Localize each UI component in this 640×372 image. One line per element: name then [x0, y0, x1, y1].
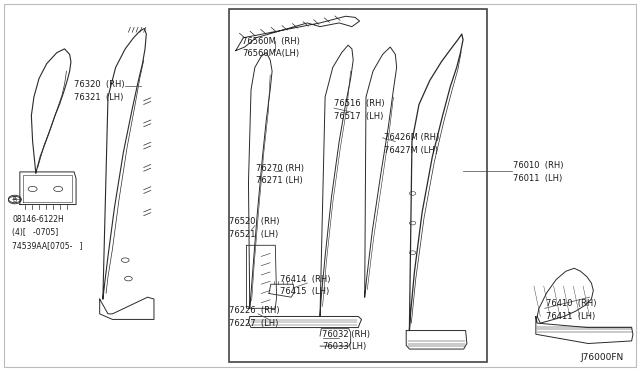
- Text: 76033(LH): 76033(LH): [322, 342, 366, 351]
- Text: 76414  (RH): 76414 (RH): [280, 275, 331, 284]
- Text: 76270 (RH): 76270 (RH): [256, 164, 304, 173]
- Text: 76226  (RH): 76226 (RH): [229, 307, 280, 315]
- Text: 76415  (LH): 76415 (LH): [280, 287, 330, 296]
- Text: 76410  (RH): 76410 (RH): [546, 299, 596, 308]
- Text: 76320  (RH): 76320 (RH): [74, 80, 125, 89]
- Text: B: B: [13, 198, 17, 203]
- Text: 76427M (LH): 76427M (LH): [384, 145, 438, 154]
- Bar: [229, 9, 487, 362]
- Text: 76521  (LH): 76521 (LH): [229, 230, 278, 239]
- Text: 76032 (RH): 76032 (RH): [322, 330, 370, 339]
- Text: 76517  (LH): 76517 (LH): [334, 112, 383, 121]
- Text: 76271 (LH): 76271 (LH): [256, 176, 303, 185]
- Text: B: B: [13, 196, 17, 202]
- Text: 08146-6122H: 08146-6122H: [12, 215, 64, 224]
- Text: (4)[   -0705]: (4)[ -0705]: [12, 228, 58, 237]
- Text: J76000FN: J76000FN: [580, 353, 623, 362]
- Text: 76560MA(LH): 76560MA(LH): [242, 49, 300, 58]
- Text: 76520  (RH): 76520 (RH): [229, 218, 280, 227]
- Text: 76011  (LH): 76011 (LH): [513, 174, 562, 183]
- Text: 76010  (RH): 76010 (RH): [513, 161, 563, 170]
- Text: 76227  (LH): 76227 (LH): [229, 319, 278, 328]
- Text: 76411  (LH): 76411 (LH): [546, 312, 595, 321]
- Text: 74539AA[0705-   ]: 74539AA[0705- ]: [12, 241, 83, 250]
- Text: 76560M  (RH): 76560M (RH): [242, 37, 300, 46]
- Text: 76321  (LH): 76321 (LH): [74, 93, 124, 102]
- Text: 76516  (RH): 76516 (RH): [334, 99, 385, 108]
- Text: 76426M (RH): 76426M (RH): [384, 133, 439, 142]
